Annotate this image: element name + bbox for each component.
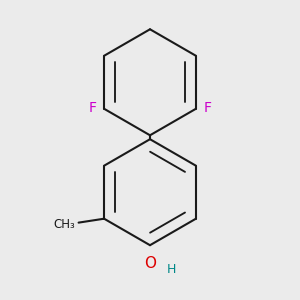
Text: F: F	[204, 101, 212, 115]
Text: F: F	[88, 101, 96, 115]
Text: H: H	[167, 263, 176, 276]
Text: O: O	[144, 256, 156, 271]
Text: CH₃: CH₃	[53, 218, 75, 231]
